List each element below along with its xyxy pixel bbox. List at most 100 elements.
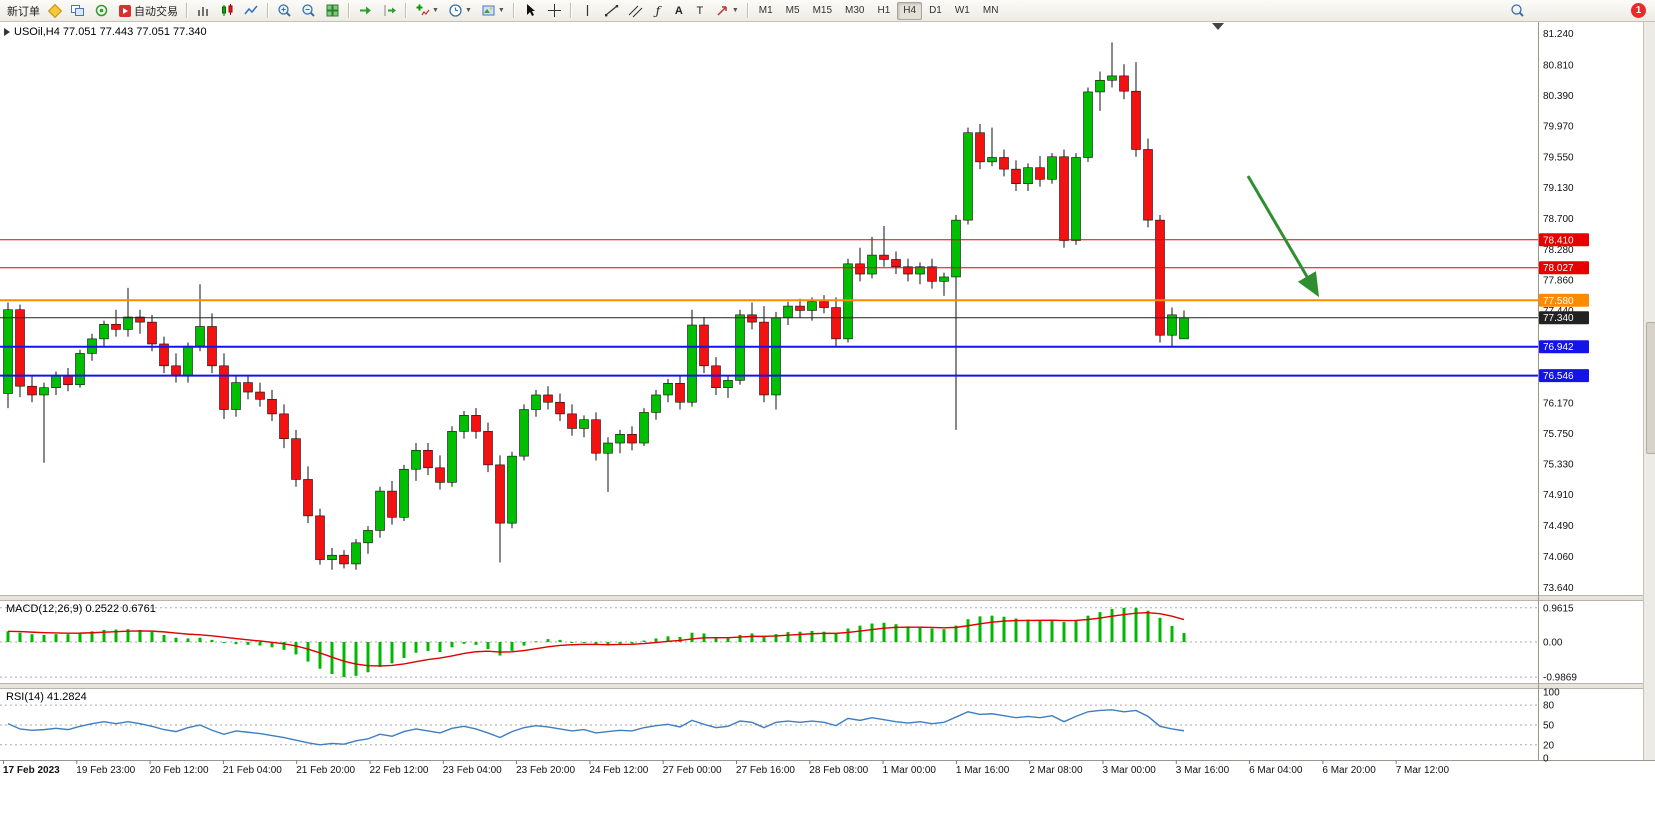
text-tool-icon: A (674, 4, 683, 17)
trendline-icon (604, 5, 619, 17)
timeframe-d1-button[interactable]: D1 (929, 5, 942, 16)
svg-text:81.240: 81.240 (1543, 29, 1574, 40)
scrollbar-thumb[interactable] (1646, 322, 1655, 454)
time-scale[interactable]: 17 Feb 2023 19 Feb 23:00 20 Feb 12:00 21 Fe… (3, 760, 1450, 777)
svg-text:77.580: 77.580 (1543, 296, 1574, 307)
price-scale[interactable]: 81.240 80.810 80.390 79.970 79.550 79.130 78.7… (1543, 29, 1574, 594)
label-tool-button[interactable]: T (690, 2, 710, 20)
svg-text:78.700: 78.700 (1543, 214, 1574, 225)
rsi-grid: 100 80 50 20 0 (0, 687, 1560, 765)
svg-text:19 Feb 23:00: 19 Feb 23:00 (76, 765, 135, 776)
toolbar-separator (512, 3, 515, 18)
svg-text:6 Mar 20:00: 6 Mar 20:00 (1322, 765, 1376, 776)
horizontal-lines[interactable] (0, 239, 1538, 377)
svg-text:74.910: 74.910 (1543, 490, 1574, 501)
svg-text:21 Feb 04:00: 21 Feb 04:00 (223, 765, 282, 776)
one-click-trading-toggle[interactable] (4, 28, 10, 36)
timeframe-m30-button[interactable]: M30 (845, 5, 865, 16)
templates-button[interactable]: ▼ (477, 2, 509, 20)
templates-icon (482, 5, 495, 16)
autotrade-button[interactable]: 自动交易 (114, 2, 182, 20)
vertical-scrollbar[interactable] (1643, 22, 1655, 760)
toolbar-separator (746, 3, 749, 18)
new-order-label: 新订单 (7, 5, 40, 18)
tile-windows-button[interactable] (321, 2, 344, 20)
svg-text:3 Mar 16:00: 3 Mar 16:00 (1176, 765, 1230, 776)
cursor-icon (526, 4, 535, 16)
chart-shift-marker[interactable] (1212, 23, 1224, 30)
charts-window-button[interactable] (66, 2, 89, 20)
bar-chart-icon (198, 7, 208, 16)
channel-tool-button[interactable] (624, 2, 647, 20)
svg-text:6 Mar 04:00: 6 Mar 04:00 (1249, 765, 1303, 776)
indicators-button[interactable]: ▼ (411, 2, 443, 20)
svg-text:23 Feb 04:00: 23 Feb 04:00 (443, 765, 502, 776)
auto-scroll-button[interactable] (354, 2, 377, 20)
svg-text:0.00: 0.00 (1543, 638, 1563, 649)
svg-text:80: 80 (1543, 701, 1555, 712)
vertical-line-tool-button[interactable] (576, 2, 599, 20)
text-tool-button[interactable]: A (669, 2, 689, 20)
candlestick-chart-icon (222, 4, 233, 16)
chart-frame (0, 22, 1655, 761)
timeframe-m15-button[interactable]: M15 (812, 5, 833, 16)
cursor-button[interactable] (519, 2, 542, 20)
svg-text:27 Feb 16:00: 27 Feb 16:00 (736, 765, 795, 776)
trendline-tool-button[interactable] (600, 2, 623, 20)
zoom-out-button[interactable] (297, 2, 320, 20)
svg-text:77.440: 77.440 (1543, 306, 1574, 317)
timeframe-mn-button[interactable]: MN (982, 5, 999, 16)
metaquotes-button[interactable] (45, 2, 65, 20)
auto-scroll-icon (360, 6, 371, 15)
timeframe-h4-button[interactable]: H4 (897, 1, 923, 20)
zoom-in-icon (278, 4, 291, 17)
svg-text:2 Mar 08:00: 2 Mar 08:00 (1029, 765, 1083, 776)
trend-arrow-annotation[interactable] (1246, 175, 1320, 298)
timeframe-h1-button[interactable]: H1 (877, 5, 891, 16)
community-button[interactable] (90, 2, 113, 20)
svg-text:78.410: 78.410 (1543, 235, 1574, 246)
svg-text:100: 100 (1543, 687, 1560, 698)
zoom-in-button[interactable] (273, 2, 296, 20)
arrows-tool-button[interactable]: ▼ (711, 2, 743, 20)
pane-splitter[interactable] (0, 683, 1655, 689)
svg-text:77.860: 77.860 (1543, 275, 1574, 286)
dropdown-caret-icon: ▼ (497, 7, 505, 14)
rsi-line (7, 709, 1185, 746)
new-order-button[interactable]: 新订单 (3, 2, 44, 20)
macd-signal-line (7, 611, 1185, 667)
vertical-line-icon (586, 5, 588, 16)
svg-text:17 Feb 2023: 17 Feb 2023 (3, 765, 60, 776)
toolbar-separator (267, 3, 269, 18)
chart-shift-button[interactable] (378, 2, 401, 20)
timeframe-w1-button[interactable]: W1 (954, 5, 970, 16)
macd-histogram (6, 607, 1186, 678)
svg-text:76.942: 76.942 (1543, 342, 1574, 353)
candlestick-chart-button[interactable] (216, 2, 239, 20)
periods-button[interactable]: ▼ (444, 2, 476, 20)
line-chart-button[interactable] (240, 2, 263, 20)
svg-text:74.490: 74.490 (1543, 521, 1574, 532)
arrow-shapes-icon (717, 6, 727, 16)
timeframe-m1-button[interactable]: M1 (758, 5, 773, 16)
fibonacci-tool-button[interactable]: ƒ (648, 2, 668, 20)
svg-text:20 Feb 12:00: 20 Feb 12:00 (150, 765, 209, 776)
equidistant-channel-icon (628, 5, 643, 18)
crosshair-icon (547, 4, 561, 17)
crosshair-button[interactable] (543, 2, 566, 20)
pane-splitter[interactable] (0, 595, 1655, 601)
svg-text:1 Mar 00:00: 1 Mar 00:00 (883, 765, 937, 776)
autotrade-icon (119, 4, 131, 17)
svg-text:50: 50 (1543, 720, 1555, 731)
svg-text:23 Feb 20:00: 23 Feb 20:00 (516, 765, 575, 776)
toolbar-separator (186, 3, 188, 18)
notification-badge[interactable]: 1 (1631, 3, 1646, 18)
bar-chart-button[interactable] (192, 2, 215, 20)
timeframe-m5-button[interactable]: M5 (785, 5, 800, 16)
rsi-indicator-label: RSI(14) 41.2824 (6, 691, 87, 703)
search-button[interactable] (1506, 2, 1529, 20)
svg-text:3 Mar 00:00: 3 Mar 00:00 (1103, 765, 1157, 776)
svg-text:21 Feb 20:00: 21 Feb 20:00 (296, 765, 355, 776)
